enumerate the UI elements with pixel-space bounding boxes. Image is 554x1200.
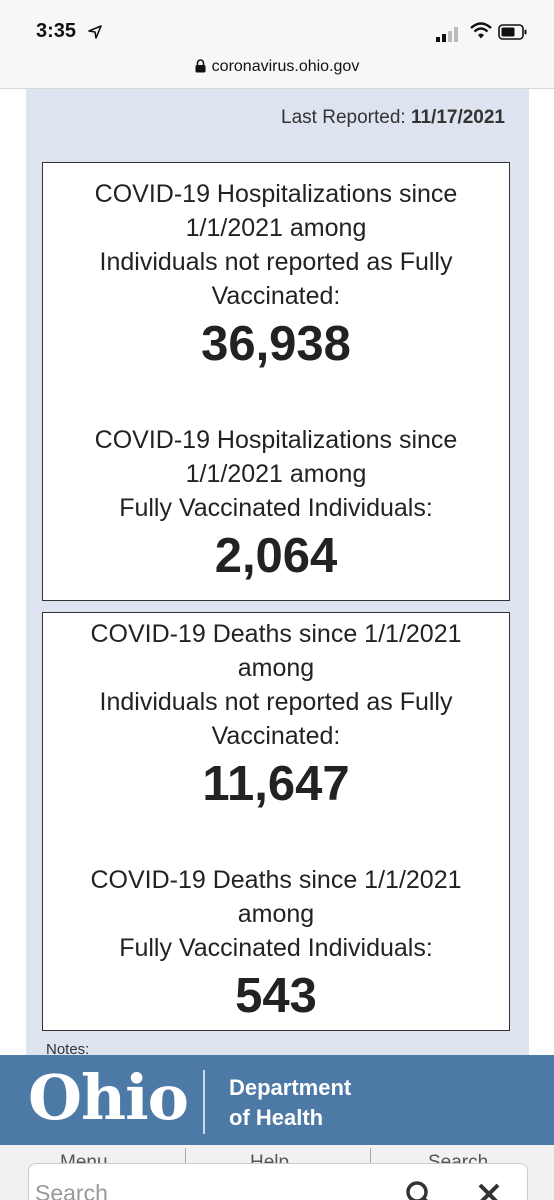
last-reported-label: Last Reported: — [281, 107, 406, 128]
stat-label: COVID-19 Hospitalizations since 1/1/2021… — [94, 180, 458, 310]
department-name[interactable]: Department of Health — [229, 1073, 351, 1133]
stat-value: 2,064 — [214, 529, 338, 583]
deaths-card: COVID-19 Deaths since 1/1/2021 among Ind… — [42, 612, 510, 1031]
hospitalizations-vaccinated: COVID-19 Hospitalizations since 1/1/2021… — [43, 423, 509, 585]
browser-url-bar[interactable]: coronavirus.ohio.gov — [0, 54, 554, 89]
last-reported-date: 11/17/2021 — [410, 107, 505, 128]
dashboard-content: Last Reported: 11/17/2021 COVID-19 Hospi… — [26, 89, 529, 1089]
stat-label: COVID-19 Hospitalizations since 1/1/2021… — [94, 426, 458, 522]
department-line2: of Health — [229, 1105, 324, 1130]
hospitalizations-unvaccinated: COVID-19 Hospitalizations since 1/1/2021… — [43, 177, 509, 373]
nav-divider — [185, 1148, 186, 1168]
stat-value: 543 — [235, 969, 317, 1023]
signal-icon — [436, 26, 462, 47]
location-arrow-icon — [88, 25, 102, 44]
stat-value: 36,938 — [201, 317, 351, 371]
close-icon[interactable] — [477, 1182, 501, 1200]
deaths-unvaccinated: COVID-19 Deaths since 1/1/2021 among Ind… — [43, 617, 509, 813]
stat-label: COVID-19 Deaths since 1/1/2021 among Ful… — [90, 866, 462, 962]
search-input[interactable]: Search — [28, 1163, 528, 1200]
ohio-logo[interactable]: Ohio — [28, 1061, 189, 1134]
status-bar: 3:35 — [0, 0, 554, 62]
department-line1: Department — [229, 1075, 352, 1100]
url-text[interactable]: coronavirus.ohio.gov — [211, 58, 360, 75]
deaths-vaccinated: COVID-19 Deaths since 1/1/2021 among Ful… — [43, 863, 509, 1025]
header-divider — [203, 1070, 205, 1134]
hospitalizations-card: COVID-19 Hospitalizations since 1/1/2021… — [42, 162, 510, 601]
status-time: 3:35 — [36, 20, 77, 42]
stat-value: 11,647 — [202, 757, 350, 811]
stat-label: COVID-19 Deaths since 1/1/2021 among Ind… — [90, 620, 462, 750]
notes-label: Notes: — [46, 1041, 90, 1058]
wifi-icon — [470, 22, 492, 45]
lock-icon — [195, 59, 206, 78]
search-icon[interactable] — [405, 1180, 435, 1200]
last-reported: Last Reported: 11/17/2021 — [281, 107, 505, 129]
battery-icon — [498, 24, 528, 45]
search-placeholder: Search — [35, 1180, 108, 1200]
nav-divider — [370, 1148, 371, 1168]
bottom-nav: Menu Help Search Search — [0, 1145, 554, 1200]
ohio-header-bar: Ohio Department of Health — [0, 1055, 554, 1145]
